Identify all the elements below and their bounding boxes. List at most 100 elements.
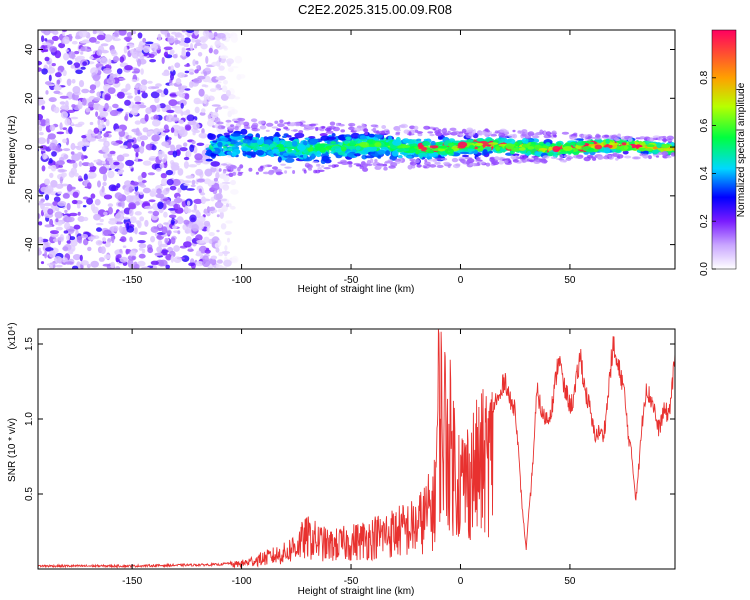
colorbar-label: Normalized spectral amplitude bbox=[736, 82, 747, 217]
heatmap-cell bbox=[148, 199, 156, 203]
heatmap-cell bbox=[27, 165, 36, 169]
heatmap-cell bbox=[90, 203, 96, 212]
heatmap-cell bbox=[107, 170, 115, 179]
heatmap-cell bbox=[495, 146, 501, 151]
heatmap-cell bbox=[38, 221, 43, 226]
heatmap-cell bbox=[153, 114, 159, 121]
heatmap-cell bbox=[170, 219, 175, 225]
heatmap-cell bbox=[434, 161, 441, 165]
heatmap-cell bbox=[545, 131, 552, 136]
heatmap-cell bbox=[141, 266, 150, 269]
heatmap-cell bbox=[134, 85, 139, 88]
heatmap-cell bbox=[608, 142, 615, 146]
heatmap-cell bbox=[109, 164, 116, 170]
heatmap-cell bbox=[482, 149, 488, 156]
heatmap-cell bbox=[56, 131, 65, 135]
heatmap-cell bbox=[359, 135, 367, 140]
heatmap-cell bbox=[385, 150, 390, 157]
heatmap-cell bbox=[141, 92, 148, 99]
heatmap-cell bbox=[80, 234, 89, 239]
heatmap-cell bbox=[427, 150, 435, 154]
heatmap-cell bbox=[670, 152, 675, 157]
heatmap-cell bbox=[142, 160, 152, 166]
heatmap-cell bbox=[205, 32, 215, 39]
heatmap-cell bbox=[592, 157, 597, 161]
heatmap-cell bbox=[424, 159, 428, 163]
heatmap-cell bbox=[186, 200, 191, 206]
heatmap-cell bbox=[56, 79, 61, 85]
heatmap-cell bbox=[141, 180, 147, 183]
heatmap-cell bbox=[173, 203, 181, 209]
heatmap-cell bbox=[197, 222, 204, 231]
heatmap-cell bbox=[76, 55, 85, 60]
heatmap-cell bbox=[157, 150, 165, 158]
heatmap-cell bbox=[317, 167, 322, 170]
heatmap-cell bbox=[218, 168, 222, 172]
heatmap-cell bbox=[45, 118, 50, 124]
heatmap-cell bbox=[116, 68, 123, 75]
heatmap-cell bbox=[58, 169, 68, 172]
heatmap-cell bbox=[62, 193, 70, 199]
heatmap-cell bbox=[55, 218, 59, 223]
heatmap-cell bbox=[208, 180, 215, 186]
heatmap-cell bbox=[88, 101, 95, 108]
heatmap-cell bbox=[155, 193, 165, 199]
heatmap-cell bbox=[165, 169, 174, 176]
heatmap-cell bbox=[73, 62, 81, 68]
heatmap-cell bbox=[605, 139, 610, 144]
heatmap-cell bbox=[185, 30, 195, 33]
heatmap-cell bbox=[436, 164, 444, 168]
heatmap-cell bbox=[93, 127, 100, 134]
heatmap-cell bbox=[250, 118, 258, 123]
heatmap-cell bbox=[219, 55, 229, 59]
heatmap-cell bbox=[48, 158, 53, 164]
heatmap-cell bbox=[95, 240, 103, 246]
heatmap-cell bbox=[55, 264, 63, 268]
heatmap-cell bbox=[447, 142, 454, 147]
heatmap-cell bbox=[262, 171, 270, 175]
heatmap-cell bbox=[147, 80, 153, 84]
heatmap-cell bbox=[122, 153, 130, 157]
heatmap-cell bbox=[543, 130, 547, 135]
heatmap-cell bbox=[122, 216, 130, 220]
heatmap-cell bbox=[38, 67, 42, 72]
heatmap-cell bbox=[512, 159, 519, 163]
heatmap-cell bbox=[196, 142, 205, 146]
heatmap-cell bbox=[73, 145, 80, 149]
heatmap-cell bbox=[47, 133, 56, 140]
heatmap-cell bbox=[616, 154, 624, 159]
colorbar-gradient bbox=[711, 29, 737, 270]
heatmap-cell bbox=[230, 133, 241, 137]
heatmap-cell bbox=[200, 43, 208, 50]
heatmap-cell bbox=[206, 212, 211, 217]
heatmap-cell bbox=[123, 36, 133, 41]
heatmap-cell bbox=[189, 72, 195, 75]
heatmap-cell bbox=[331, 133, 336, 137]
heatmap-cell bbox=[613, 137, 619, 142]
heatmap-cell bbox=[115, 212, 124, 221]
heatmap-cell bbox=[268, 170, 274, 176]
heatmap-cell bbox=[230, 35, 238, 43]
heatmap-cell bbox=[168, 214, 177, 219]
heatmap-cell bbox=[68, 126, 73, 135]
spectrogram-frame bbox=[37, 29, 676, 270]
heatmap-cell bbox=[102, 173, 107, 182]
heatmap-cell bbox=[39, 200, 44, 204]
heatmap-cell bbox=[184, 70, 190, 74]
heatmap-cell bbox=[366, 163, 373, 167]
heatmap-cell bbox=[237, 117, 246, 122]
heatmap-cell bbox=[116, 254, 122, 259]
heatmap-cell bbox=[216, 259, 223, 264]
heatmap-cell bbox=[188, 68, 195, 73]
heatmap-cell bbox=[576, 155, 584, 157]
y-tick-label: 0.5 bbox=[24, 487, 35, 501]
heatmap-cell bbox=[113, 55, 119, 63]
heatmap-cell bbox=[648, 155, 652, 160]
heatmap-cell bbox=[111, 236, 115, 244]
heatmap-cell bbox=[180, 38, 185, 42]
spectrogram-y-axis-label: Frequency (Hz) bbox=[7, 116, 18, 185]
heatmap-cell bbox=[150, 235, 156, 243]
heatmap-cell bbox=[205, 55, 209, 64]
heatmap-cell bbox=[384, 128, 389, 131]
heatmap-cell bbox=[324, 127, 332, 132]
